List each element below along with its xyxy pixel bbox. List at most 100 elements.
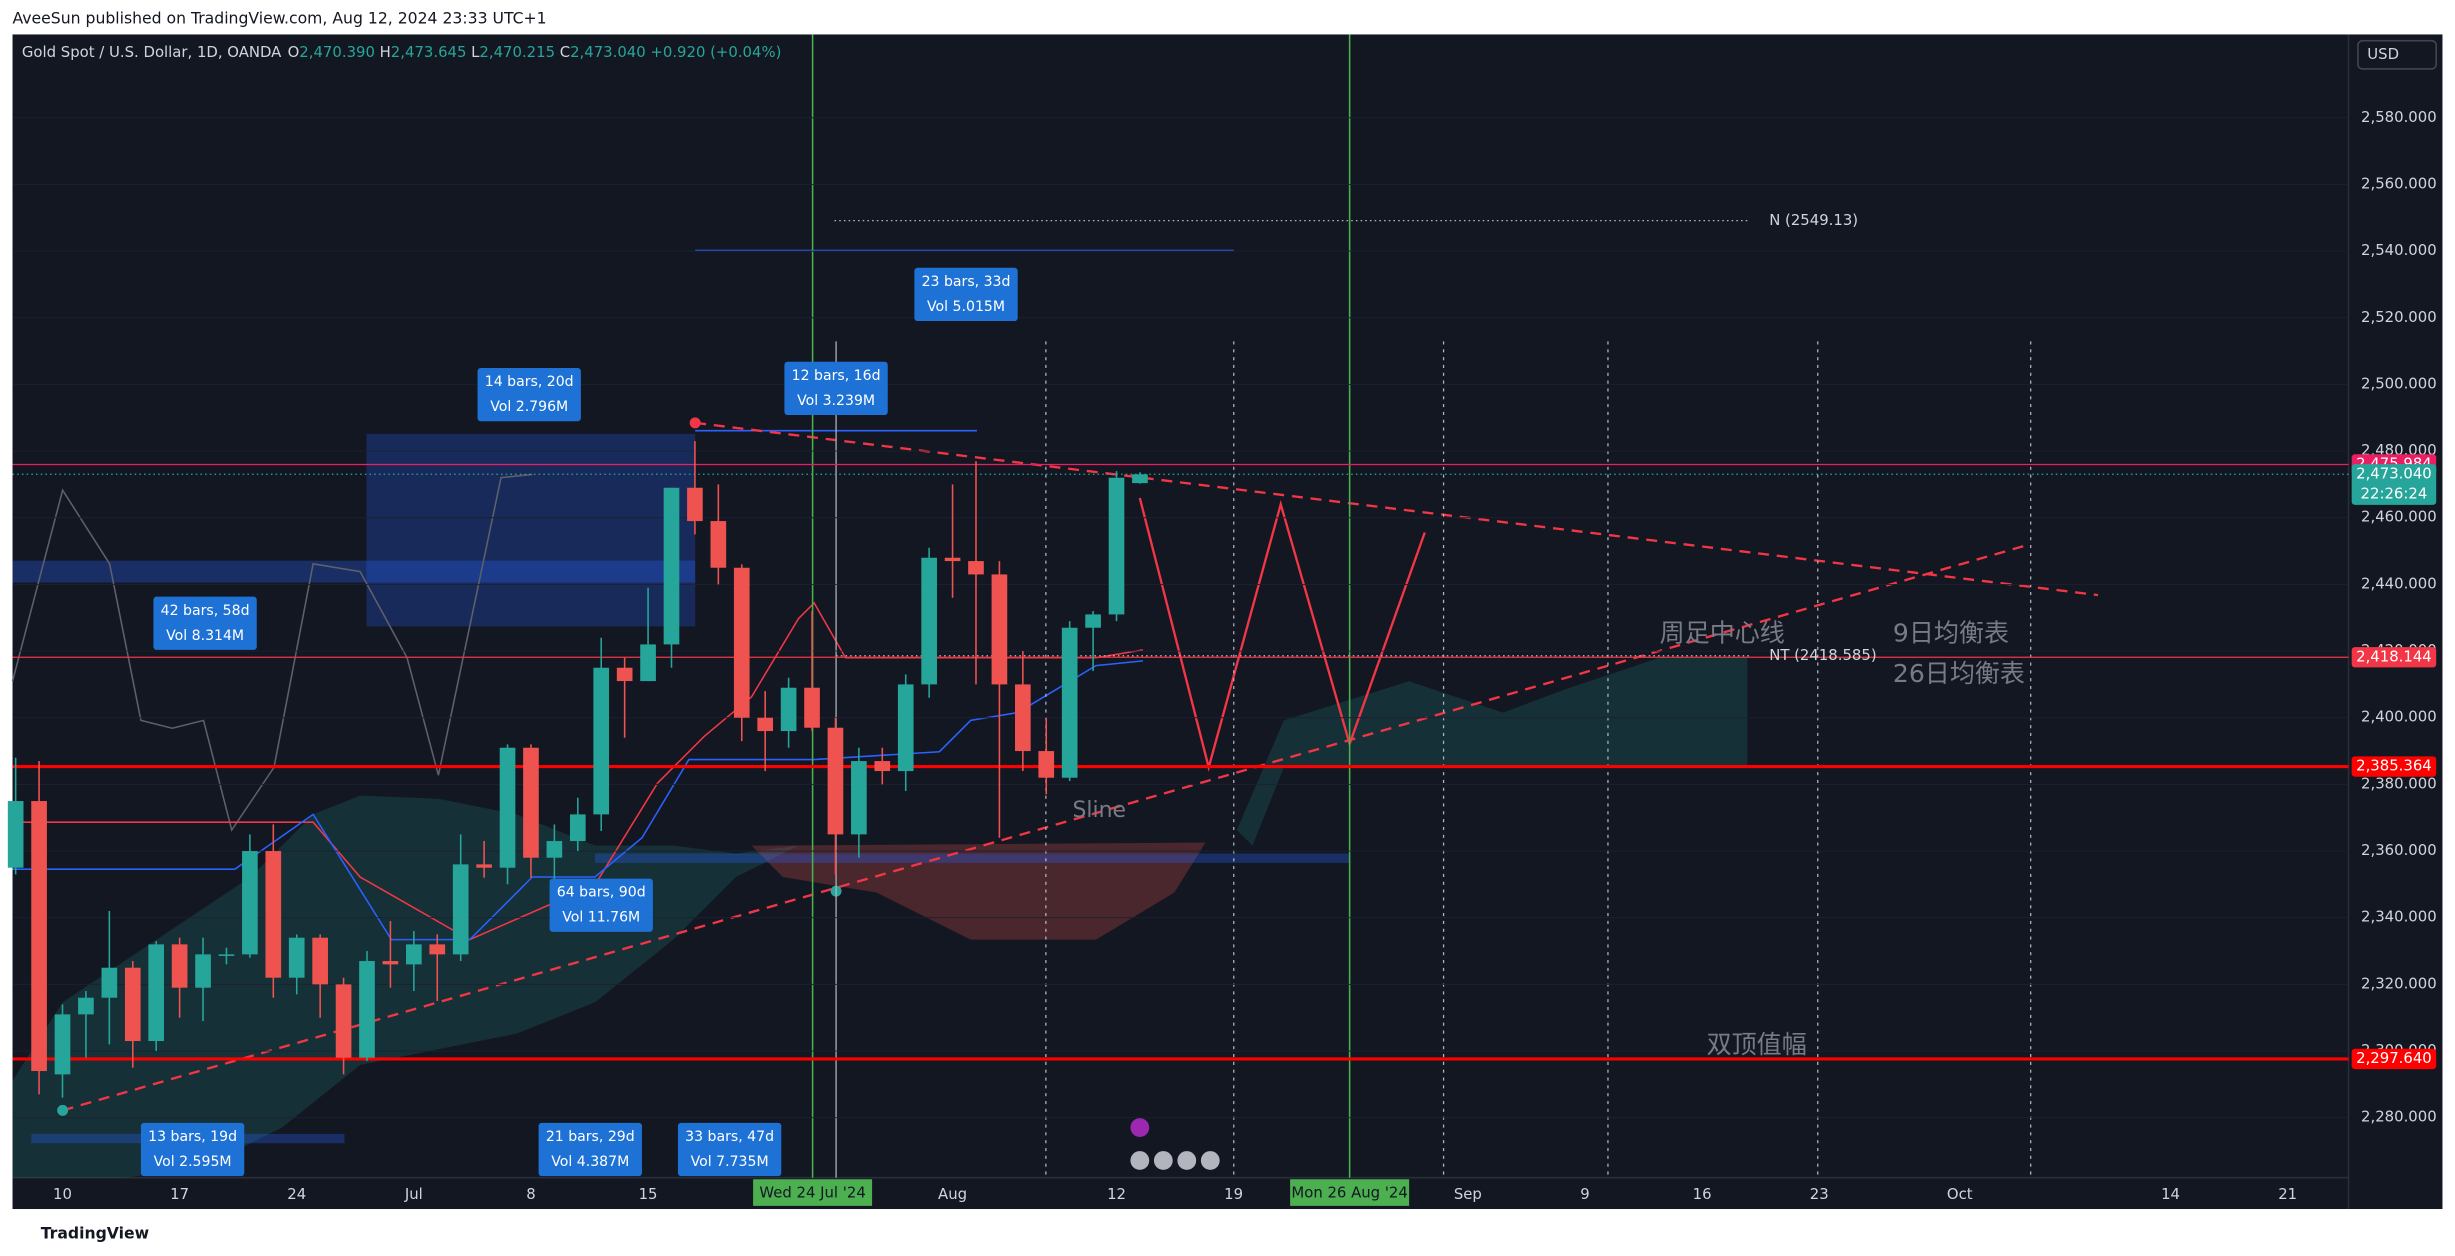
price-label: 2,297.640 — [2356, 1049, 2432, 1067]
candle-body — [382, 961, 399, 965]
measure-vol: Vol 3.239M — [797, 393, 875, 409]
chart-bg — [12, 34, 2443, 1210]
measure-box — [538, 1122, 642, 1177]
candle-body — [804, 687, 820, 728]
y-tick-label: 2,540.000 — [2361, 241, 2437, 259]
x-tick-label: 24 — [287, 1185, 306, 1203]
y-tick-label: 2,320.000 — [2361, 974, 2437, 992]
trend-line — [62, 543, 2028, 1112]
legend-value: 2,470.390 — [299, 43, 375, 61]
x-tick-label: 19 — [1224, 1185, 1243, 1203]
legend-value: 2,470.215 — [479, 43, 555, 61]
measure-box — [153, 596, 257, 650]
date-marker-bg — [1290, 1179, 1410, 1206]
candle-body — [54, 1014, 71, 1075]
y-tick-label: 2,460.000 — [2361, 508, 2437, 526]
x-tick-label: 8 — [526, 1185, 535, 1203]
point — [689, 417, 701, 429]
measure-vol: Vol 7.735M — [691, 1154, 769, 1170]
candle-body — [874, 761, 891, 772]
candle-body — [195, 954, 211, 988]
measure-vol: Vol 11.76M — [562, 910, 640, 926]
range-box — [594, 853, 1350, 863]
price-label-bg — [2351, 464, 2437, 505]
level-label: NT (2418.585) — [1769, 646, 1876, 664]
candle-body — [710, 521, 727, 568]
candle-body — [593, 667, 610, 815]
candle-body — [499, 747, 516, 868]
x-tick-label: 14 — [2161, 1185, 2180, 1203]
date-marker-bg — [753, 1179, 873, 1206]
measure-bars: 33 bars, 47d — [685, 1129, 774, 1145]
measure-vol: Vol 5.015M — [927, 299, 1005, 315]
candle-body — [663, 487, 680, 645]
price-label-bg — [2351, 756, 2437, 777]
x-tick-label: 9 — [1580, 1185, 1589, 1203]
measure-box — [140, 1122, 245, 1177]
y-tick-label: 2,340.000 — [2361, 908, 2437, 926]
candle-body — [288, 937, 305, 978]
candle-body — [780, 687, 797, 732]
y-tick-label: 2,280.000 — [2361, 1108, 2437, 1126]
measure-bars: 12 bars, 16d — [792, 368, 881, 384]
measure-bars: 21 bars, 29d — [546, 1129, 635, 1145]
measure-bars: 13 bars, 19d — [148, 1129, 237, 1145]
candle-body — [265, 851, 282, 978]
candle-body — [546, 841, 563, 858]
x-tick-label: Oct — [1947, 1185, 1973, 1203]
projection-path — [1138, 497, 1426, 772]
currency-button[interactable] — [2357, 39, 2437, 70]
annotation: 周足中心线 — [1660, 618, 1785, 647]
legend-key: H — [380, 43, 391, 61]
price-label-bg — [2351, 1048, 2437, 1070]
candle-body — [452, 864, 469, 955]
publisher: AveeSun published on TradingView.com, Au… — [13, 8, 547, 27]
measure-vol: Vol 8.314M — [166, 628, 244, 644]
x-tick-label: 12 — [1107, 1185, 1126, 1203]
price-label-bg — [2351, 647, 2437, 668]
candle-body — [757, 717, 774, 732]
candle-body — [733, 567, 750, 718]
y-tick-label: 2,360.000 — [2361, 841, 2437, 859]
annotation: 双顶值幅 — [1707, 1030, 1807, 1059]
candle-body — [476, 864, 492, 868]
price-label: 2,473.040 — [2356, 464, 2432, 482]
countdown: 22:26:24 — [2361, 485, 2428, 503]
y-tick-label: 2,560.000 — [2361, 174, 2437, 192]
candle-body — [523, 747, 539, 858]
date-marker: Mon 26 Aug '24 — [1291, 1183, 1407, 1201]
candle-body — [1108, 477, 1125, 615]
y-tick-label: 2,440.000 — [2361, 574, 2437, 592]
candle-body — [406, 944, 422, 965]
base-line — [12, 660, 1144, 941]
symbol-title: Gold Spot / U.S. Dollar, 1D, OANDA — [22, 43, 282, 61]
x-tick-label: Jul — [404, 1185, 423, 1203]
range-box — [366, 433, 696, 627]
y-tick-label: 2,400.000 — [2361, 708, 2437, 726]
candle-body — [897, 684, 914, 772]
measure-box — [914, 267, 1018, 322]
candle-body — [991, 574, 1008, 685]
candle-body — [429, 944, 446, 955]
cloud — [751, 842, 1206, 940]
x-tick-label: 17 — [170, 1185, 189, 1203]
measure-bars: 14 bars, 20d — [485, 374, 574, 390]
symbol-legend: Gold Spot / U.S. Dollar, 1D, OANDA O2,470… — [22, 43, 781, 61]
candle-body — [1038, 751, 1055, 778]
footer-logo: TradingView — [41, 1224, 149, 1243]
measure-vol: Vol 2.595M — [154, 1154, 232, 1170]
candle-body — [944, 557, 961, 562]
currency: USD — [2367, 45, 2399, 63]
candle-body — [827, 727, 844, 835]
legend-key: O — [288, 43, 300, 61]
range-box — [12, 560, 696, 583]
measure-box — [549, 878, 653, 932]
candle-body — [1015, 684, 1031, 752]
candle-body — [851, 761, 867, 835]
candle-body — [31, 801, 47, 1072]
measure-box — [677, 1122, 782, 1177]
x-tick-label: 15 — [639, 1185, 658, 1203]
candle-body — [1061, 627, 1078, 778]
measure-box — [477, 368, 581, 422]
